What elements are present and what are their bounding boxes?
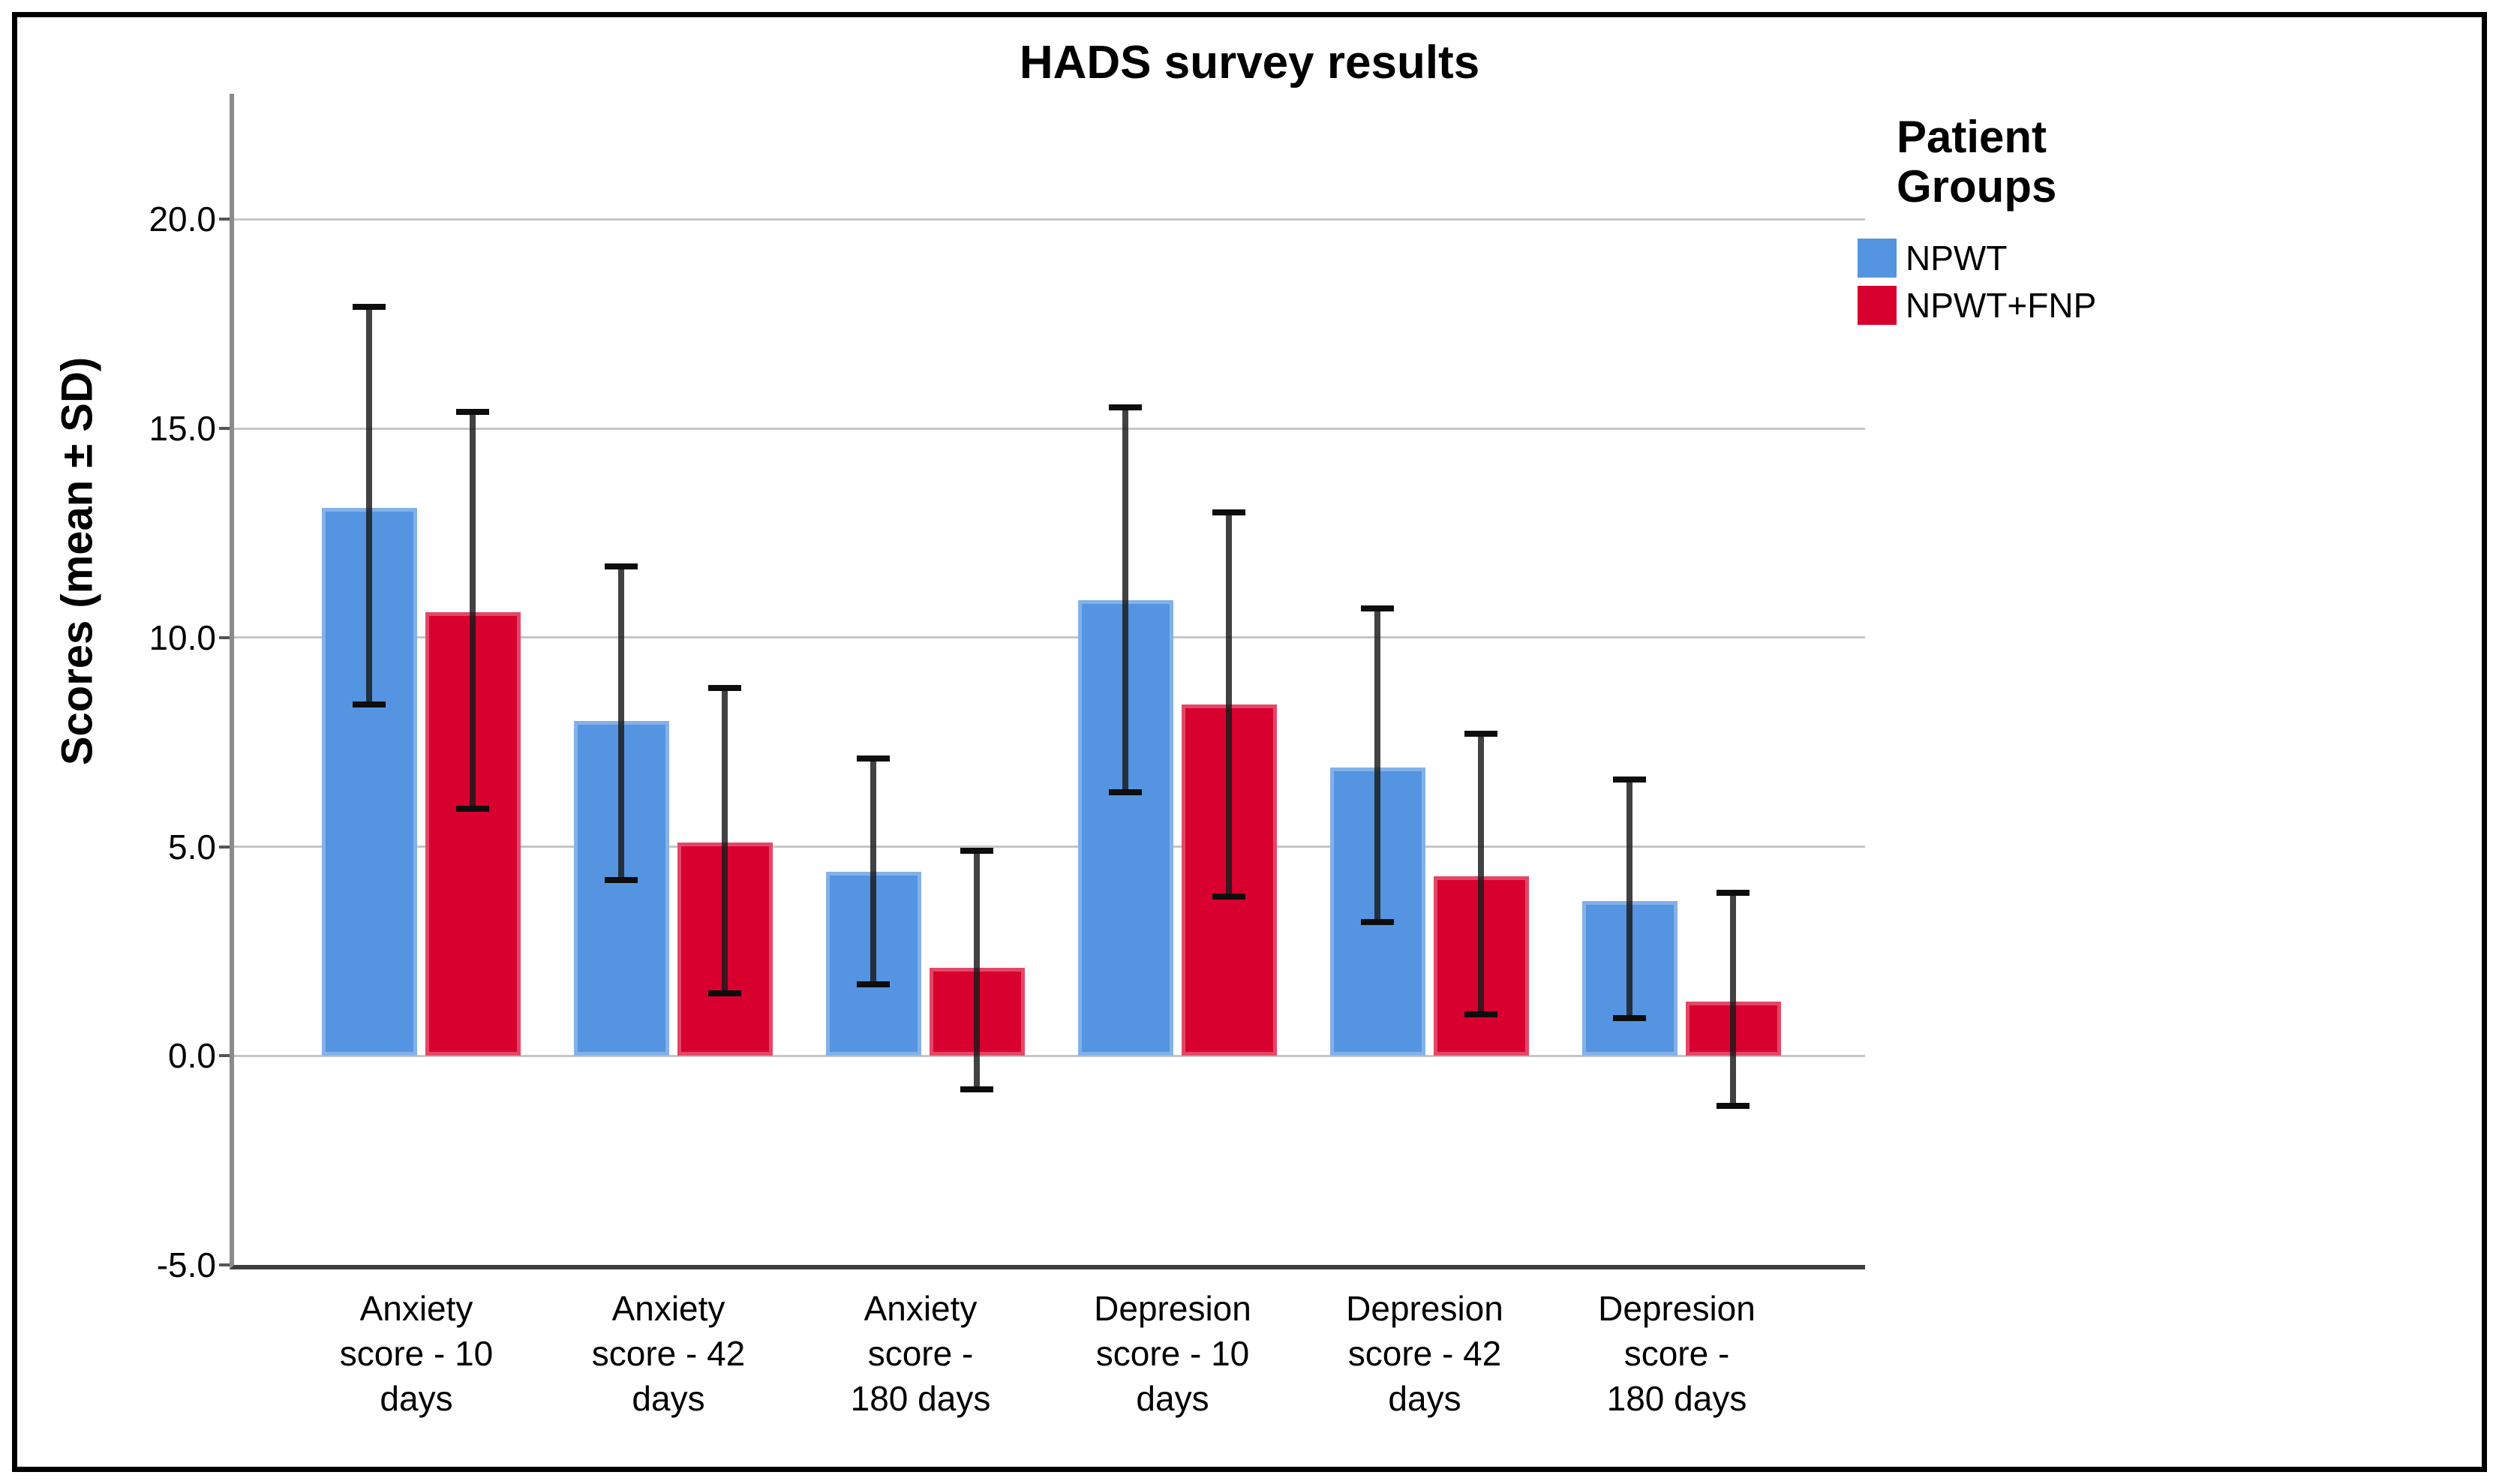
error-bar-stem xyxy=(1226,512,1232,897)
x-tick-label-group3: Anxiety score - 180 days xyxy=(850,1289,991,1418)
error-bar-cap-top xyxy=(1109,404,1142,411)
x-tick-label-group5: Depresion score - 42 days xyxy=(1346,1289,1503,1418)
y-tick-label-20.0: 20.0 xyxy=(149,200,216,239)
y-tick-label-0.0: 0.0 xyxy=(168,1036,216,1076)
error-bar-cap-top xyxy=(857,756,890,762)
gridline-5.0 xyxy=(234,846,1865,848)
y-tick-mark-10.0 xyxy=(219,635,230,639)
legend-label: NPWT+FNP xyxy=(1906,286,2097,325)
y-tick-mark--5.0 xyxy=(219,1263,230,1266)
error-bar-cap-bottom xyxy=(1613,1015,1646,1022)
x-tick-label-group6: Depresion score - 180 days xyxy=(1598,1289,1756,1418)
error-bar-cap-bottom xyxy=(1109,789,1142,796)
legend-swatch-npwt xyxy=(1858,239,1897,278)
y-tick-mark-20.0 xyxy=(219,218,230,221)
error-bar-cap-top xyxy=(353,304,386,311)
error-bar-stem xyxy=(870,759,876,985)
error-bar-stem xyxy=(1730,892,1736,1107)
legend-items: NPWT NPWT+FNP xyxy=(1858,239,2096,325)
x-tick-label-group4: Depresion score - 10 days xyxy=(1094,1289,1251,1418)
error-bar-cap-top xyxy=(1464,730,1497,737)
legend-item-npwt: NPWT xyxy=(1858,239,2096,278)
error-bar-stem xyxy=(366,307,372,704)
error-bar-cap-top xyxy=(960,848,993,855)
error-bar-cap-bottom xyxy=(1212,894,1245,900)
legend-swatch-npwt-fnp xyxy=(1858,286,1897,325)
y-tick-mark-0.0 xyxy=(219,1054,230,1058)
error-bar-cap-bottom xyxy=(708,990,741,996)
error-bar-stem xyxy=(1478,733,1484,1014)
error-bar-stem xyxy=(1626,780,1632,1019)
error-bar-stem xyxy=(722,687,728,993)
gridline-20.0 xyxy=(234,218,1865,221)
error-bar-stem xyxy=(1122,407,1128,793)
y-tick-label--5.0: -5.0 xyxy=(156,1245,216,1284)
gridline-0.0 xyxy=(234,1054,1865,1057)
y-tick-mark-5.0 xyxy=(219,845,230,849)
error-bar-cap-top xyxy=(456,408,489,415)
error-bar-stem xyxy=(974,851,980,1089)
gridline-10.0 xyxy=(234,636,1865,639)
error-bar-cap-top xyxy=(1717,889,1750,896)
error-bar-cap-bottom xyxy=(353,701,386,707)
error-bar-cap-top xyxy=(605,563,638,569)
error-bar-cap-bottom xyxy=(1361,918,1394,925)
error-bar-stem xyxy=(618,566,624,881)
y-tick-mark-15.0 xyxy=(219,427,230,430)
error-bar-cap-top xyxy=(1212,509,1245,515)
x-tick-label-group1: Anxiety score - 10 days xyxy=(339,1289,494,1418)
x-tick-label-group2: Anxiety score - 42 days xyxy=(591,1289,746,1418)
chart-title: HADS survey results xyxy=(1019,37,1480,89)
gridline-15.0 xyxy=(234,427,1865,430)
legend-title: Patient Groups xyxy=(1897,112,2057,212)
error-bar-cap-bottom xyxy=(1717,1103,1750,1110)
error-bar-cap-bottom xyxy=(857,981,890,988)
y-tick-label-5.0: 5.0 xyxy=(168,827,216,867)
error-bar-stem xyxy=(1374,608,1380,922)
error-bar-cap-bottom xyxy=(1464,1011,1497,1017)
legend-item-npwt-fnp: NPWT+FNP xyxy=(1858,286,2096,325)
plot-area xyxy=(230,94,1865,1269)
error-bar-stem xyxy=(470,411,476,810)
error-bar-cap-top xyxy=(1613,777,1646,783)
y-tick-label-15.0: 15.0 xyxy=(149,409,216,448)
error-bar-cap-top xyxy=(708,684,741,691)
error-bar-cap-bottom xyxy=(605,877,638,884)
legend: Patient Groups NPWT NPWT+FNP xyxy=(1858,113,2096,333)
error-bar-cap-top xyxy=(1361,605,1394,611)
y-tick-label-10.0: 10.0 xyxy=(149,617,216,657)
error-bar-cap-bottom xyxy=(960,1086,993,1092)
legend-label: NPWT xyxy=(1906,239,2008,278)
error-bar-cap-bottom xyxy=(456,806,489,813)
